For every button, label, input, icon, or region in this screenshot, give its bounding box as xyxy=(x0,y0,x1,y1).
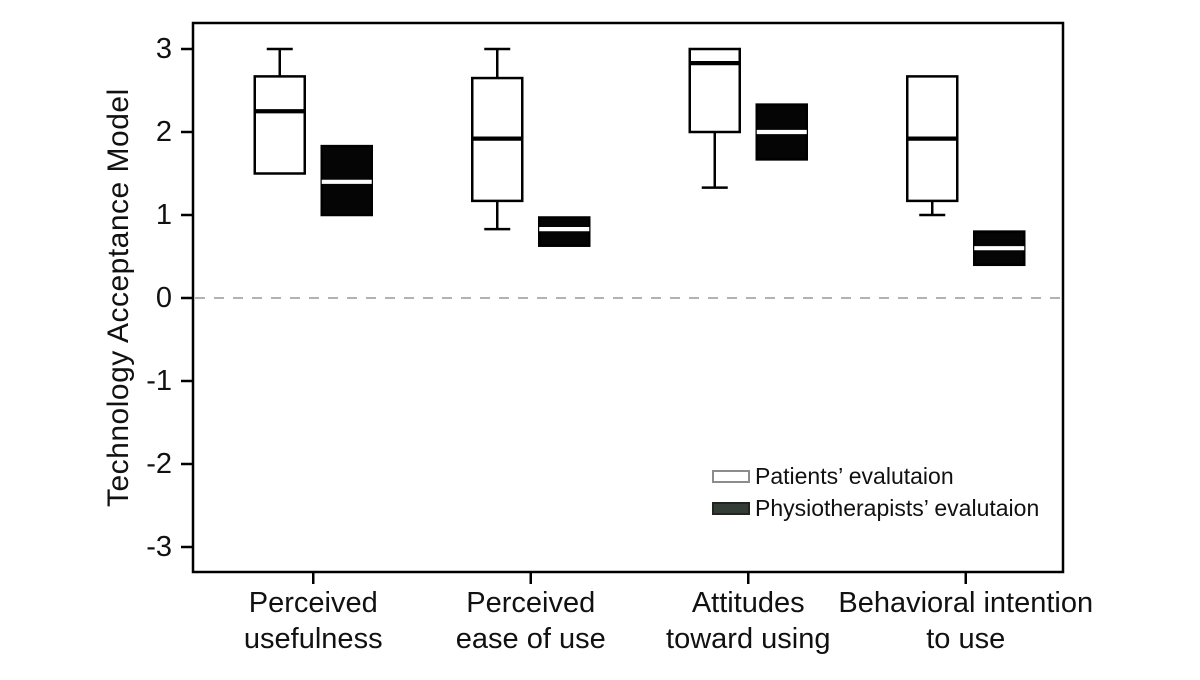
y-tick-label: 0 xyxy=(156,282,172,314)
physiotherapists-legend-label: Physiotherapists’ evalutaion xyxy=(755,495,1040,521)
x-category-label: Perceived xyxy=(466,587,595,619)
x-category-label: to use xyxy=(926,623,1005,655)
legend-row-physiotherapists: Physiotherapists’ evalutaion xyxy=(712,495,1039,522)
x-category-label: toward using xyxy=(666,623,830,655)
y-tick-label: 3 xyxy=(156,33,172,65)
y-tick-label: -2 xyxy=(146,448,172,480)
x-category-label: Perceived xyxy=(249,587,378,619)
y-tick-label: -3 xyxy=(146,531,172,563)
patients-swatch-icon xyxy=(712,470,750,483)
box-patients-0 xyxy=(253,75,306,175)
x-category-label: Behavioral intention xyxy=(838,587,1093,619)
patients-legend-label: Patients’ evalutaion xyxy=(755,463,954,489)
x-category-label: usefulness xyxy=(244,623,383,655)
x-category-label: ease of use xyxy=(456,623,606,655)
physiotherapists-swatch-icon xyxy=(712,502,750,515)
box-physiotherapists-1 xyxy=(538,216,591,247)
y-tick-label: 1 xyxy=(156,199,172,231)
x-category-label: Attitudes xyxy=(692,587,805,619)
legend: Patients’ evalutaion Physiotherapists’ e… xyxy=(712,463,1039,522)
y-tick-label: -1 xyxy=(146,365,172,397)
y-tick-label: 2 xyxy=(156,116,172,148)
legend-row-patients: Patients’ evalutaion xyxy=(712,463,1039,490)
